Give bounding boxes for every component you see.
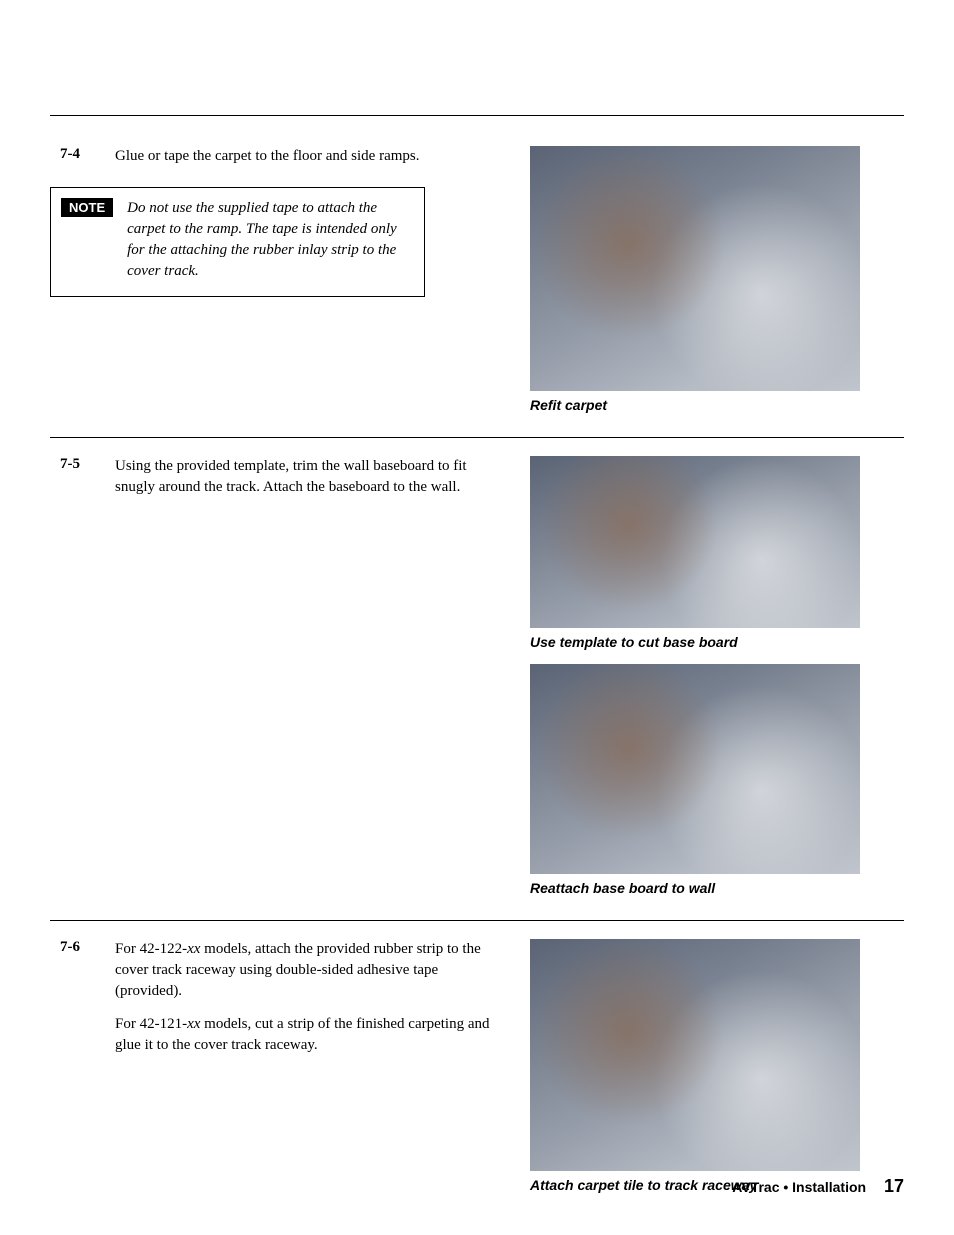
page-footer: AVTrac • Installation 17 [732,1176,904,1197]
section-7-6: 7-6 For 42-122-xx models, attach the pro… [50,939,904,1207]
rule-1 [50,437,904,438]
right-col-7-4: Refit carpet [530,146,904,427]
top-rule [50,115,904,116]
left-col-7-5: 7-5 Using the provided template, trim th… [50,456,510,516]
step-7-6: 7-6 For 42-122-xx models, attach the pro… [50,939,510,1056]
p2a: For 42-121- [115,1016,187,1032]
left-col-7-6: 7-6 For 42-122-xx models, attach the pro… [50,939,510,1074]
rule-2 [50,920,904,921]
step-7-6-p2: For 42-121-xx models, cut a strip of the… [115,1014,490,1056]
right-col-7-6: Attach carpet tile to track raceway [530,939,904,1207]
p1a: For 42-122- [115,941,187,957]
section-7-4: 7-4 Glue or tape the carpet to the floor… [50,146,904,427]
page-number: 17 [884,1176,904,1196]
step-number: 7-5 [50,456,115,473]
note-label: NOTE [61,198,113,217]
step-number: 7-4 [50,146,115,163]
step-7-5: 7-5 Using the provided template, trim th… [50,456,510,498]
note-box: NOTE Do not use the supplied tape to att… [50,187,425,297]
caption-reattach-board: Reattach base board to wall [530,880,904,896]
figure-refit-carpet [530,146,860,391]
step-text: Glue or tape the carpet to the floor and… [115,146,510,167]
figure-template-cut [530,456,860,628]
step-text: Using the provided template, trim the wa… [115,456,510,498]
caption-refit-carpet: Refit carpet [530,397,904,413]
p1x: xx [187,941,200,957]
step-number: 7-6 [50,939,115,956]
right-col-7-5: Use template to cut base board Reattach … [530,456,904,910]
left-col-7-4: 7-4 Glue or tape the carpet to the floor… [50,146,510,317]
step-7-4: 7-4 Glue or tape the carpet to the floor… [50,146,510,167]
figure-attach-tile [530,939,860,1171]
p2x: xx [187,1016,200,1032]
figure-reattach-board [530,664,860,874]
note-text: Do not use the supplied tape to attach t… [127,198,410,282]
section-7-5: 7-5 Using the provided template, trim th… [50,456,904,910]
caption-template-cut: Use template to cut base board [530,634,904,650]
step-text: For 42-122-xx models, attach the provide… [115,939,510,1056]
step-7-6-p1: For 42-122-xx models, attach the provide… [115,939,490,1002]
footer-text: AVTrac • Installation [732,1179,866,1195]
